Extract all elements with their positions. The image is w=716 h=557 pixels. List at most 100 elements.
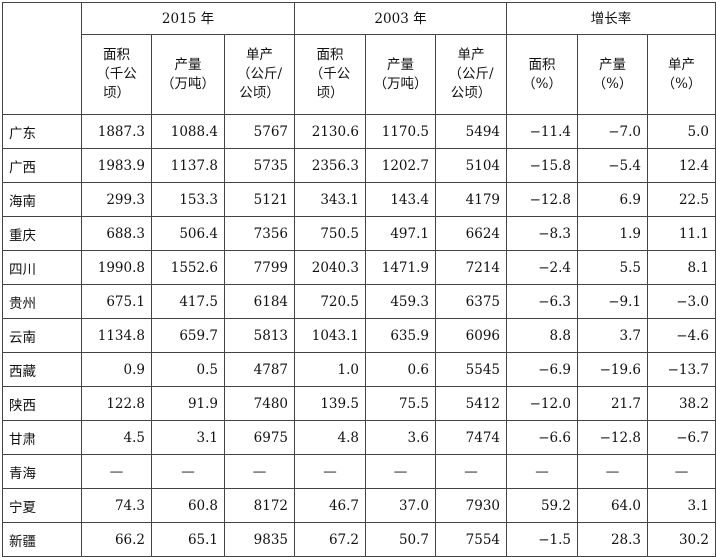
sub-header-line: （万吨）: [161, 75, 215, 92]
value-cell: 65.1: [151, 522, 225, 557]
sub-header-row: 面积 （千公顷） 产量 （万吨） 单产 （公斤/公顷） 面积 （千公顷） 产量 （万吨） 单产 （公斤…: [3, 34, 716, 115]
value-cell: 37.0: [365, 488, 436, 523]
value-cell: 66.2: [81, 522, 152, 557]
sub-header-line: （公斤/: [448, 66, 494, 82]
value-cell: 67.2: [294, 522, 366, 557]
value-cell: 8172: [224, 488, 295, 523]
value-cell: 720.5: [294, 284, 366, 319]
value-cell: 4.8: [294, 420, 366, 455]
value-cell: 0.5: [151, 352, 225, 387]
value-cell: 5545: [435, 352, 507, 387]
value-cell: 750.5: [294, 216, 366, 251]
sub-header-area-2015: 面积 （千公顷）: [81, 34, 152, 115]
value-cell: 1170.5: [365, 114, 436, 149]
value-cell: 1.9: [577, 216, 648, 251]
group-header-growth: 增长率: [506, 2, 716, 35]
region-cell: 四川: [2, 250, 82, 285]
value-cell: −15.8: [506, 148, 578, 183]
value-cell: 5104: [435, 148, 507, 183]
value-cell: 7554: [435, 522, 507, 557]
value-cell: 4179: [435, 182, 507, 217]
value-cell: 417.5: [151, 284, 225, 319]
sub-header-line: （%）: [522, 75, 562, 92]
value-cell: 50.7: [365, 522, 436, 557]
value-cell: 153.3: [151, 182, 225, 217]
value-cell: 7214: [435, 250, 507, 285]
value-cell: 6184: [224, 284, 295, 319]
value-cell: 5412: [435, 386, 507, 421]
table-row: 云南 1134.8 659.7 5813 1043.1 635.9 6096 8.8 3.7 −4…: [2, 318, 716, 353]
value-cell: 64.0: [577, 488, 648, 523]
region-cell: 重庆: [2, 216, 82, 251]
value-cell: —: [647, 454, 716, 489]
value-cell: 5121: [224, 182, 295, 217]
value-cell: 28.3: [577, 522, 648, 557]
value-cell: −9.1: [577, 284, 648, 319]
value-cell: 5.0: [647, 114, 716, 149]
table-row: 重庆 688.3 506.4 7356 750.5 497.1 6624 −8.3 1.9 11.…: [2, 216, 716, 251]
sub-header-line: 公顷）: [450, 85, 492, 101]
value-cell: 21.7: [577, 386, 648, 421]
value-cell: 38.2: [647, 386, 716, 421]
sub-header-yield-growth: 产量 （%）: [577, 34, 648, 115]
sub-header-line: 公顷）: [239, 85, 280, 101]
value-cell: 1.0: [294, 352, 366, 387]
table-row: 广东 1887.3 1088.4 5767 2130.6 1170.5 5494 −11.4−…: [2, 114, 716, 149]
value-cell: 22.5: [647, 182, 716, 217]
value-cell: —: [294, 454, 366, 489]
value-cell: 2040.3: [294, 250, 366, 285]
value-cell: 8.8: [506, 318, 578, 353]
value-cell: 6.9: [577, 182, 648, 217]
table-row: 青海 — — — — — — — — —: [2, 454, 716, 489]
value-cell: 1990.8: [81, 250, 152, 285]
value-cell: −6.9: [506, 352, 578, 387]
value-cell: 3.1: [151, 420, 225, 455]
sub-header-line: 产量: [599, 56, 626, 73]
value-cell: 60.8: [151, 488, 225, 523]
value-cell: 9835: [224, 522, 295, 557]
value-cell: −12.8: [577, 420, 648, 455]
sub-header-line: （%）: [661, 75, 702, 92]
value-cell: −12.0: [506, 386, 578, 421]
value-cell: −6.6: [506, 420, 578, 455]
sub-header-yield-2003: 产量 （万吨）: [365, 34, 436, 115]
value-cell: 1134.8: [81, 318, 152, 353]
region-cell: 海南: [2, 182, 82, 217]
value-cell: 2130.6: [294, 114, 366, 149]
value-cell: 75.5: [365, 386, 436, 421]
value-cell: 7930: [435, 488, 507, 523]
value-cell: 343.1: [294, 182, 366, 217]
value-cell: —: [435, 454, 507, 489]
region-cell: 陕西: [2, 386, 82, 421]
value-cell: —: [365, 454, 436, 489]
value-cell: 122.8: [81, 386, 152, 421]
group-header-2015: 2015 年: [81, 2, 295, 35]
value-cell: 139.5: [294, 386, 366, 421]
value-cell: 143.4: [365, 182, 436, 217]
value-cell: 7356: [224, 216, 295, 251]
table-row: 海南 299.3 153.3 5121 343.1 143.4 4179 −12.8 6.9 22…: [2, 182, 716, 217]
region-cell: 甘肃: [2, 420, 82, 455]
region-cell: 西藏: [2, 352, 82, 387]
value-cell: 1887.3: [81, 114, 152, 149]
value-cell: —: [577, 454, 648, 489]
table-row: 贵州 675.1 417.5 6184 720.5 459.3 6375 −6.3 −9.1 −3…: [2, 284, 716, 319]
value-cell: 6624: [435, 216, 507, 251]
value-cell: 506.4: [151, 216, 225, 251]
region-cell: 广西: [2, 148, 82, 183]
value-cell: −19.6: [577, 352, 648, 387]
value-cell: 7474: [435, 420, 507, 455]
value-cell: −12.8: [506, 182, 578, 217]
value-cell: −8.3: [506, 216, 578, 251]
value-cell: −6.3: [506, 284, 578, 319]
value-cell: 1137.8: [151, 148, 225, 183]
region-cell: 贵州: [2, 284, 82, 319]
table-row: 四川 1990.8 1552.6 7799 2040.3 1471.9 7214 −2.4 5.…: [2, 250, 716, 285]
value-cell: −6.7: [647, 420, 716, 455]
value-cell: —: [506, 454, 578, 489]
sub-header-line: 产量: [174, 56, 202, 73]
value-cell: 1043.1: [294, 318, 366, 353]
value-cell: 497.1: [365, 216, 436, 251]
